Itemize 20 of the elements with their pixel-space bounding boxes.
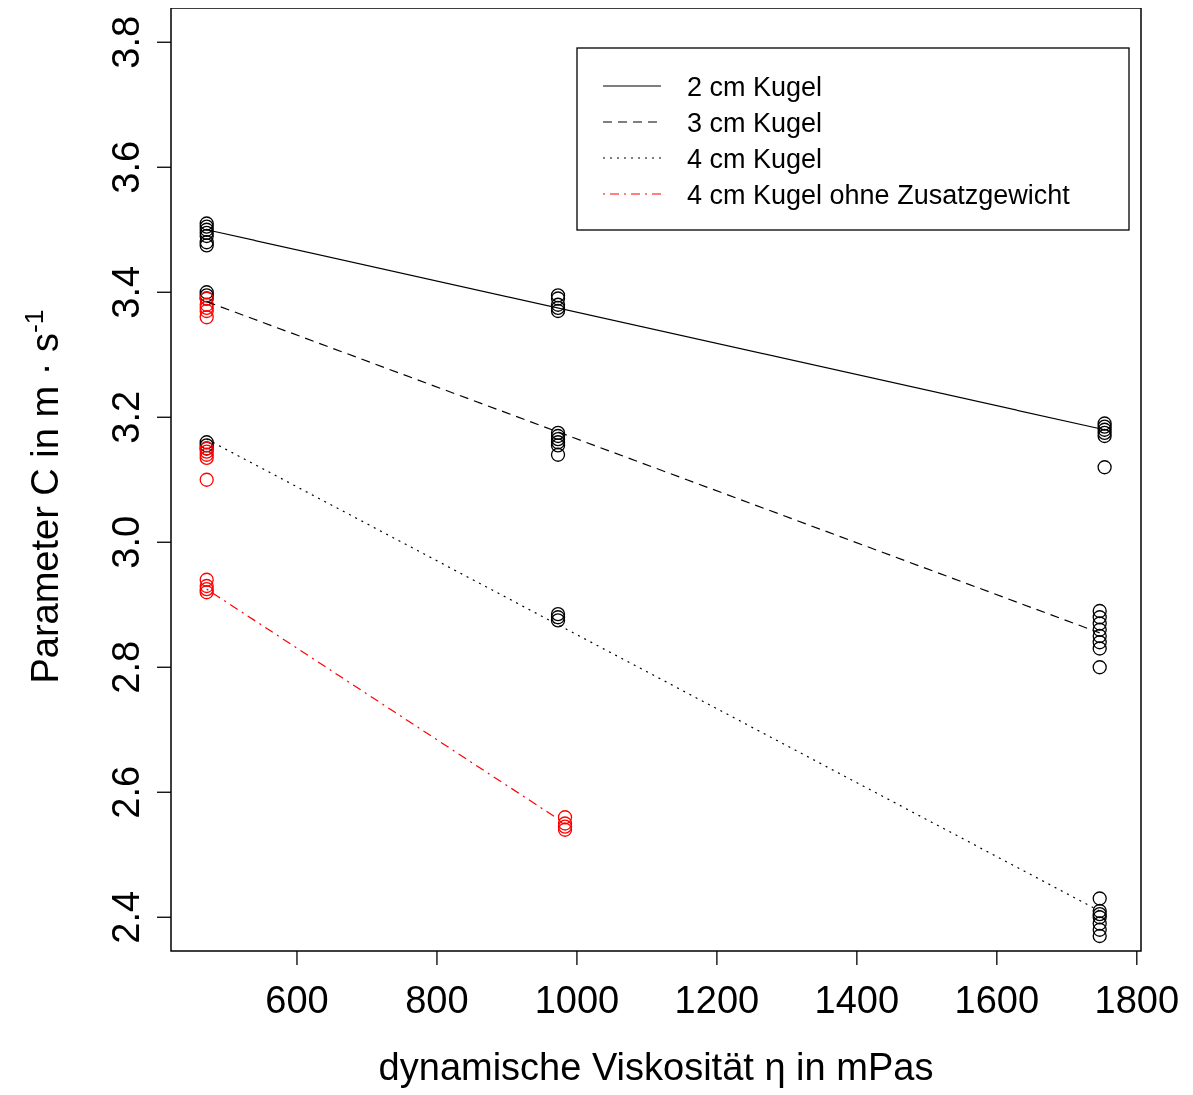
y-tick-label: 2.4 [105, 890, 147, 944]
x-tick-label: 800 [405, 979, 469, 1021]
legend-label: 2 cm Kugel [687, 72, 823, 102]
legend-label: 4 cm Kugel ohne Zusatzgewicht [687, 180, 1071, 210]
y-tick-label: 3.2 [105, 390, 147, 444]
legend-label: 4 cm Kugel [687, 144, 823, 174]
x-axis-title: dynamische Viskosität η in mPas [378, 1046, 934, 1088]
y-tick-label: 3.0 [105, 515, 147, 569]
x-tick-label: 1000 [534, 979, 620, 1021]
legend-label: 3 cm Kugel [687, 108, 823, 138]
y-tick-label: 3.4 [105, 265, 147, 319]
y-tick-label: 2.8 [105, 640, 147, 694]
x-tick-label: 1800 [1094, 979, 1180, 1021]
y-tick-label: 3.8 [105, 15, 147, 69]
x-tick-label: 1400 [814, 979, 900, 1021]
x-tick-label: 600 [265, 979, 329, 1021]
x-tick-label: 1200 [674, 979, 760, 1021]
y-tick-label: 2.6 [105, 765, 147, 819]
y-tick-label: 3.6 [105, 140, 147, 194]
x-tick-label: 1600 [954, 979, 1040, 1021]
